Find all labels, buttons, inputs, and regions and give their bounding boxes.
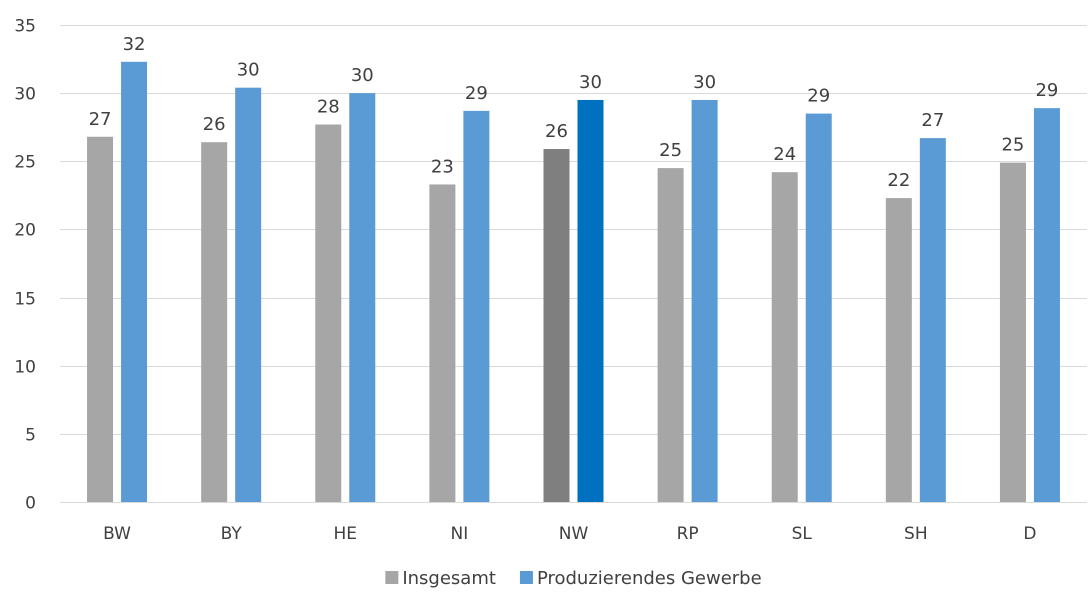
x-tick-label: NI	[451, 524, 469, 544]
x-tick-label: SH	[904, 524, 928, 544]
bar-insgesamt-sh	[885, 198, 912, 502]
y-tick-label: 25	[14, 153, 36, 173]
bar-insgesamt-bw	[87, 136, 114, 503]
y-tick-label: 15	[14, 290, 36, 310]
bar-insgesamt-by	[201, 142, 228, 502]
bar-produzierendes-gewerbe-he	[349, 93, 376, 503]
data-label: 29	[807, 86, 830, 107]
bar-insgesamt-ni	[429, 184, 456, 502]
legend-label: Produzierendes Gewerbe	[537, 568, 762, 589]
data-label: 27	[89, 109, 112, 130]
bar-produzierendes-gewerbe-by	[235, 87, 262, 502]
data-label: 26	[203, 114, 226, 135]
data-label: 30	[579, 72, 602, 93]
y-tick-label: 35	[14, 17, 36, 37]
x-axis-tick-labels: BW BY HE NI NW RP SL SH D	[103, 524, 1036, 544]
bars	[87, 61, 1060, 503]
bar-produzierendes-gewerbe-rp	[691, 99, 718, 502]
legend: Insgesamt Produzierendes Gewerbe	[385, 568, 762, 589]
x-tick-label: NW	[559, 524, 589, 544]
bar-insgesamt-he	[315, 124, 342, 502]
data-label: 27	[921, 110, 944, 131]
data-label: 28	[317, 96, 340, 117]
legend-swatch	[385, 571, 399, 584]
legend-item: Produzierendes Gewerbe	[519, 568, 762, 589]
bar-insgesamt-rp	[657, 168, 684, 502]
legend-label: Insgesamt	[402, 568, 496, 589]
x-tick-label: HE	[334, 524, 358, 544]
data-label: 23	[431, 156, 454, 177]
legend-swatch	[519, 571, 533, 584]
data-label: 25	[1001, 135, 1024, 156]
y-tick-label: 10	[14, 358, 36, 378]
data-label: 24	[773, 144, 796, 165]
data-label: 29	[1035, 80, 1058, 101]
y-tick-label: 0	[25, 494, 36, 514]
data-label: 22	[887, 170, 910, 191]
bar-insgesamt-sl	[771, 172, 798, 502]
bar-produzierendes-gewerbe-d	[1033, 108, 1060, 503]
x-tick-label: RP	[677, 524, 699, 544]
x-tick-label: BY	[221, 524, 243, 544]
gridlines	[60, 25, 1087, 503]
x-tick-label: SL	[792, 524, 813, 544]
y-tick-label: 20	[14, 221, 36, 241]
bar-produzierendes-gewerbe-sl	[805, 113, 832, 502]
legend-item: Insgesamt	[385, 568, 496, 589]
bar-produzierendes-gewerbe-ni	[463, 110, 490, 503]
data-label: 30	[237, 60, 260, 81]
y-tick-label: 30	[14, 85, 36, 105]
data-label: 29	[465, 83, 488, 104]
data-label: 25	[659, 140, 682, 161]
bar-produzierendes-gewerbe-bw	[121, 61, 148, 502]
data-labels: 27 32 26 30 28 30 23 29 26 30 25 30 24 29 22 27 25 29	[89, 34, 1059, 191]
y-axis-tick-labels: 0 5 10 15 20 25 30 35	[14, 17, 36, 514]
bar-produzierendes-gewerbe-sh	[919, 138, 946, 503]
data-label: 32	[123, 34, 146, 55]
bar-produzierendes-gewerbe-nw	[577, 99, 604, 502]
data-label: 30	[351, 65, 374, 86]
bar-insgesamt-nw	[543, 149, 570, 502]
bar-insgesamt-d	[999, 162, 1026, 503]
x-tick-label: D	[1023, 524, 1036, 544]
x-tick-label: BW	[103, 524, 131, 544]
y-tick-label: 5	[25, 426, 36, 446]
data-label: 26	[545, 121, 568, 142]
data-label: 30	[693, 72, 716, 93]
